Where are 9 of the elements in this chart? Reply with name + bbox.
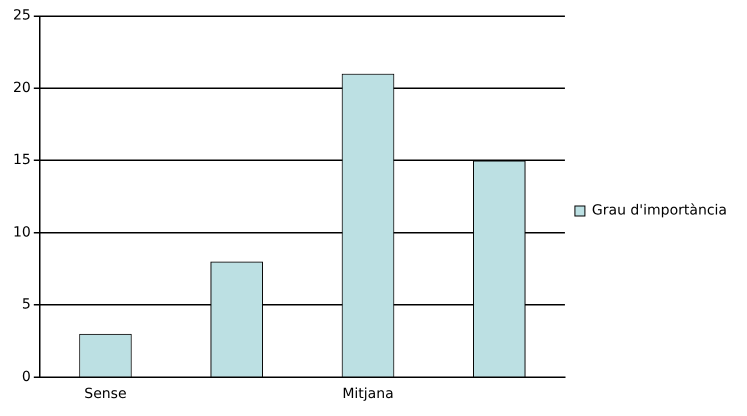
- x-tick-label: Mitjana: [342, 386, 394, 402]
- y-tick-label: 25: [12, 8, 31, 24]
- y-tick-label: 15: [12, 152, 31, 168]
- legend-label: Grau d'importància: [592, 202, 728, 219]
- y-tick-label: 20: [12, 80, 31, 96]
- y-tick-label: 0: [22, 368, 31, 385]
- y-tick-label: 10: [12, 224, 31, 240]
- x-tick-label: Sense: [84, 386, 127, 402]
- y-tick-label: 5: [22, 296, 31, 313]
